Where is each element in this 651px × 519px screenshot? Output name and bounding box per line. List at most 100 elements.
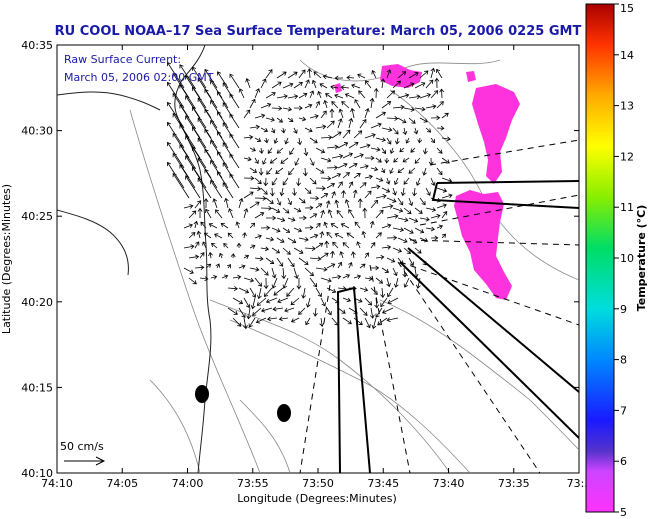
current-vector <box>287 117 294 122</box>
current-vector <box>304 103 313 109</box>
current-vector <box>330 223 339 229</box>
current-vector <box>348 162 358 169</box>
current-vector <box>204 88 218 109</box>
current-vector <box>422 167 427 176</box>
current-vector <box>436 68 443 79</box>
current-vector <box>387 297 399 305</box>
current-vector <box>352 189 358 199</box>
current-vector <box>276 117 284 123</box>
current-vector <box>397 197 404 206</box>
current-vector <box>397 217 409 223</box>
current-vector <box>265 197 274 204</box>
current-vector <box>287 217 296 222</box>
current-vector <box>337 118 343 129</box>
current-vector <box>320 297 326 307</box>
current-vector <box>340 85 350 90</box>
colorbar-tick-label: 14 <box>620 49 634 62</box>
current-vector <box>265 257 275 265</box>
current-vector <box>412 187 417 197</box>
current-vector <box>298 69 306 79</box>
dashed-track-line <box>399 261 579 326</box>
current-vector <box>254 177 262 185</box>
current-vector <box>304 205 314 211</box>
current-vector <box>392 247 402 253</box>
current-vector <box>263 277 269 290</box>
current-vector <box>364 133 376 139</box>
x-tick-label: 74:05 <box>106 477 138 490</box>
current-vector <box>243 134 254 140</box>
current-vector <box>293 267 299 279</box>
current-vector <box>284 307 295 313</box>
current-vector <box>441 112 449 119</box>
radar-site-marker <box>195 385 209 403</box>
current-vector <box>309 157 315 166</box>
current-vector <box>380 78 386 89</box>
x-tick-label: 74:10 <box>41 477 73 490</box>
current-vector <box>293 81 303 89</box>
current-vector <box>386 213 399 219</box>
current-vector <box>392 127 399 135</box>
current-vector <box>419 216 430 222</box>
current-vector <box>375 177 384 182</box>
current-vector <box>229 153 240 169</box>
current-vector <box>254 157 259 165</box>
current-vector <box>313 307 318 317</box>
current-vector <box>430 67 436 79</box>
current-vector <box>441 211 448 219</box>
current-vector <box>217 71 229 89</box>
current-vector <box>417 137 423 144</box>
current-vector <box>282 277 289 289</box>
x-tick-label: 73:45 <box>367 477 399 490</box>
current-vector <box>430 177 436 186</box>
current-vector <box>439 88 445 99</box>
current-vector <box>276 237 285 243</box>
current-vector <box>332 241 339 249</box>
current-vector <box>414 157 421 164</box>
current-vector <box>309 277 318 288</box>
current-vector <box>290 317 300 323</box>
current-vector <box>441 233 447 239</box>
current-vector <box>298 257 309 265</box>
sst-patch <box>472 84 520 184</box>
current-vector <box>334 75 344 81</box>
current-vector <box>293 227 303 233</box>
current-vector <box>405 137 410 144</box>
current-vector <box>402 157 410 163</box>
current-vector <box>392 207 404 213</box>
current-vector <box>338 108 344 119</box>
current-vector <box>315 266 328 272</box>
current-vector <box>397 167 405 174</box>
current-vector <box>371 317 377 330</box>
current-vector <box>305 317 311 326</box>
colorbar-tick-label: 5 <box>620 506 627 519</box>
current-vector <box>277 297 289 304</box>
current-vector <box>254 212 265 219</box>
current-vector <box>358 90 366 99</box>
sst-patch <box>454 190 512 300</box>
current-vector <box>282 227 291 233</box>
current-vector <box>204 128 218 149</box>
current-vector <box>309 233 319 239</box>
current-vector <box>249 124 260 130</box>
current-vector <box>254 88 261 99</box>
current-vector <box>419 197 426 206</box>
current-vector <box>210 179 223 199</box>
current-vector <box>267 316 278 322</box>
current-vector <box>227 232 234 239</box>
colorbar-ticks: 15 14 13 12 11 10 9 8 7 6 5 <box>614 2 634 519</box>
current-vector <box>419 93 431 99</box>
current-vector <box>203 198 209 209</box>
current-vector <box>273 287 284 296</box>
current-vector <box>334 232 344 239</box>
current-vector <box>191 146 207 169</box>
current-vector <box>436 224 443 230</box>
track-lines <box>299 139 579 473</box>
current-vector <box>260 205 273 211</box>
current-vector <box>204 168 218 189</box>
dashed-track-line <box>369 264 411 473</box>
current-vector <box>436 203 447 209</box>
current-vector <box>304 246 316 251</box>
current-vector <box>397 93 410 99</box>
x-tick-label: 73:40 <box>433 477 465 490</box>
current-vector <box>271 81 282 89</box>
